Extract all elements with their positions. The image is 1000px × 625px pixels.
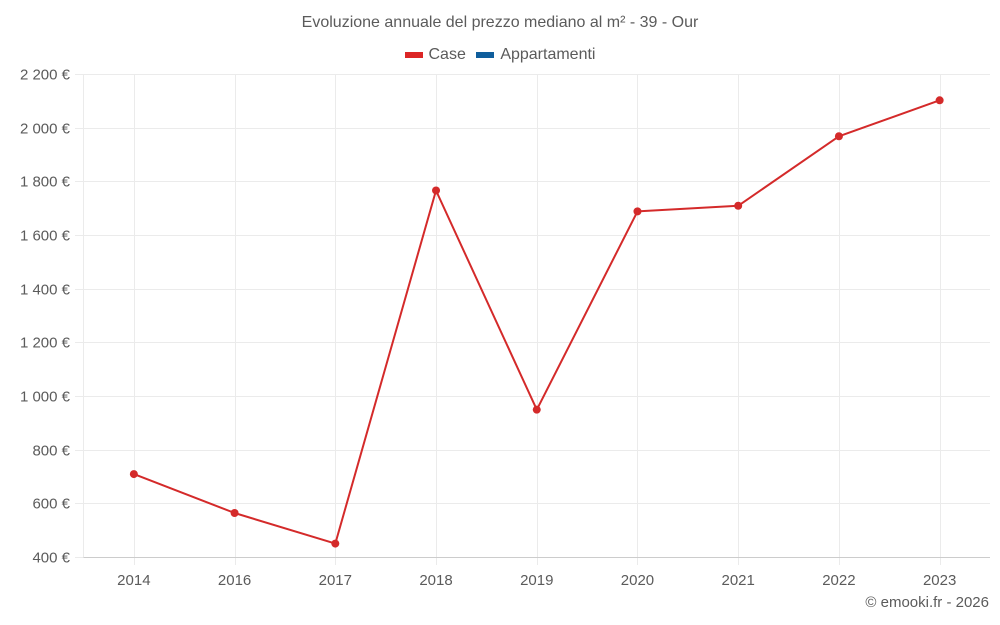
x-tick-label: 2018 — [419, 572, 452, 589]
data-point[interactable] — [834, 132, 843, 141]
x-tick-label: 2016 — [218, 572, 251, 589]
y-tick-label: 1 400 € — [20, 282, 71, 299]
legend-swatch-case — [404, 52, 423, 58]
legend-item-appartamenti[interactable]: Appartamenti — [476, 46, 595, 64]
x-tick-label: 2017 — [319, 572, 352, 589]
data-point[interactable] — [633, 207, 642, 216]
chart-title: Evoluzione annuale del prezzo mediano al… — [301, 14, 699, 31]
y-tick-label: 600 € — [32, 496, 70, 513]
series-case — [129, 96, 944, 548]
data-point[interactable] — [935, 96, 944, 105]
legend-label-appartamenti: Appartamenti — [500, 46, 596, 63]
x-tick-label: 2022 — [822, 572, 855, 589]
data-point[interactable] — [734, 201, 743, 210]
credit-text: © emooki.fr - 2026 — [865, 594, 989, 611]
x-tick-label: 2019 — [520, 572, 553, 589]
y-tick-label: 1 600 € — [20, 228, 71, 245]
legend-item-case[interactable]: Case — [404, 46, 466, 64]
y-tick-label: 2 200 € — [20, 67, 71, 84]
y-tick-label: 1 000 € — [20, 389, 71, 406]
data-point[interactable] — [129, 470, 138, 479]
data-point[interactable] — [432, 186, 441, 195]
y-tick-label: 1 800 € — [20, 174, 71, 191]
y-tick-label: 2 000 € — [20, 121, 71, 138]
y-tick-label: 400 € — [32, 550, 70, 567]
x-tick-label: 2023 — [923, 572, 956, 589]
y-tick-label: 1 200 € — [20, 335, 71, 352]
data-point[interactable] — [230, 508, 239, 517]
x-tick-label: 2014 — [117, 572, 150, 589]
data-point[interactable] — [532, 405, 541, 414]
legend-label-case: Case — [428, 46, 466, 63]
grid-lines — [75, 74, 990, 565]
chart-legend: Case Appartamenti — [0, 45, 1000, 64]
x-tick-label: 2021 — [722, 572, 755, 589]
data-point[interactable] — [331, 539, 340, 548]
x-tick-label: 2020 — [621, 572, 654, 589]
y-tick-label: 800 € — [32, 443, 70, 460]
legend-swatch-appartamenti — [476, 52, 495, 58]
